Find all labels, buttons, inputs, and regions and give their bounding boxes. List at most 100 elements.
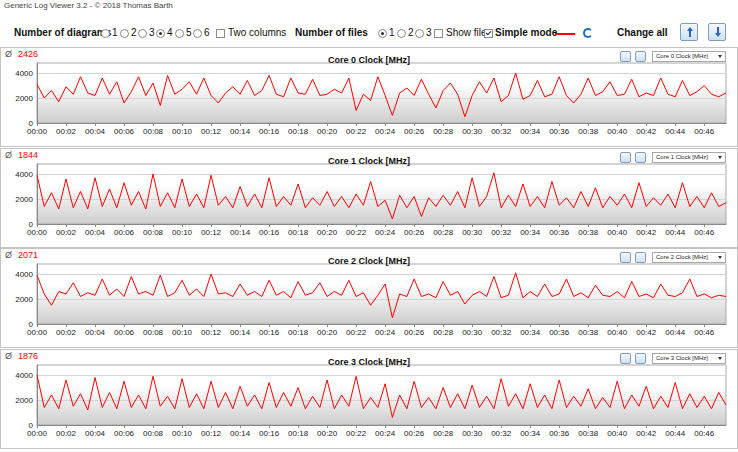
svg-text:00:16: 00:16 xyxy=(259,227,280,236)
svg-text:00:14: 00:14 xyxy=(230,227,251,236)
svg-text:00:20: 00:20 xyxy=(317,127,338,136)
svg-text:2000: 2000 xyxy=(15,395,33,404)
svg-text:Core 1 Clock [MHz]: Core 1 Clock [MHz] xyxy=(328,155,410,165)
svg-text:00:36: 00:36 xyxy=(549,428,570,437)
svg-text:00:12: 00:12 xyxy=(201,127,222,136)
svg-text:00:40: 00:40 xyxy=(607,127,628,136)
svg-text:00:04: 00:04 xyxy=(85,227,106,236)
svg-text:00:18: 00:18 xyxy=(288,127,309,136)
svg-text:00:40: 00:40 xyxy=(607,428,628,437)
svg-text:00:32: 00:32 xyxy=(491,127,512,136)
svg-text:00:30: 00:30 xyxy=(462,227,483,236)
svg-text:00:08: 00:08 xyxy=(143,428,164,437)
svg-text:Core 3 Clock [MHz]: Core 3 Clock [MHz] xyxy=(328,356,410,366)
svg-text:00:00: 00:00 xyxy=(27,227,48,236)
svg-text:00:10: 00:10 xyxy=(172,328,193,337)
svg-text:Core 0 Clock [MHz]: Core 0 Clock [MHz] xyxy=(328,55,410,65)
svg-text:00:06: 00:06 xyxy=(114,328,135,337)
svg-text:00:32: 00:32 xyxy=(491,227,512,236)
svg-text:4000: 4000 xyxy=(15,270,33,279)
svg-text:00:32: 00:32 xyxy=(491,428,512,437)
svg-text:00:46: 00:46 xyxy=(694,227,715,236)
svg-text:00:26: 00:26 xyxy=(404,328,425,337)
svg-text:00:02: 00:02 xyxy=(56,328,77,337)
svg-text:00:44: 00:44 xyxy=(665,127,686,136)
svg-text:00:30: 00:30 xyxy=(462,328,483,337)
svg-text:00:32: 00:32 xyxy=(491,328,512,337)
svg-text:00:46: 00:46 xyxy=(694,328,715,337)
svg-text:00:00: 00:00 xyxy=(27,328,48,337)
svg-text:00:06: 00:06 xyxy=(114,428,135,437)
svg-text:2000: 2000 xyxy=(15,295,33,304)
svg-text:00:36: 00:36 xyxy=(549,328,570,337)
svg-text:00:10: 00:10 xyxy=(172,227,193,236)
svg-text:2000: 2000 xyxy=(15,194,33,203)
svg-text:00:14: 00:14 xyxy=(230,127,251,136)
svg-text:00:24: 00:24 xyxy=(375,227,396,236)
svg-text:00:42: 00:42 xyxy=(636,227,657,236)
svg-text:Core 2 Clock [MHz]: Core 2 Clock [MHz] xyxy=(328,256,410,266)
svg-text:00:24: 00:24 xyxy=(375,428,396,437)
svg-text:00:44: 00:44 xyxy=(665,328,686,337)
svg-text:00:36: 00:36 xyxy=(549,227,570,236)
svg-text:00:44: 00:44 xyxy=(665,227,686,236)
svg-text:00:08: 00:08 xyxy=(143,227,164,236)
svg-text:00:18: 00:18 xyxy=(288,328,309,337)
svg-text:00:46: 00:46 xyxy=(694,428,715,437)
svg-text:00:20: 00:20 xyxy=(317,227,338,236)
svg-text:00:08: 00:08 xyxy=(143,328,164,337)
svg-text:00:28: 00:28 xyxy=(433,328,454,337)
svg-text:00:42: 00:42 xyxy=(636,328,657,337)
svg-text:4000: 4000 xyxy=(15,370,33,379)
svg-text:00:08: 00:08 xyxy=(143,127,164,136)
svg-text:00:00: 00:00 xyxy=(27,127,48,136)
svg-text:00:10: 00:10 xyxy=(172,127,193,136)
svg-text:00:28: 00:28 xyxy=(433,227,454,236)
svg-text:00:10: 00:10 xyxy=(172,428,193,437)
svg-text:00:34: 00:34 xyxy=(520,428,541,437)
svg-text:00:00: 00:00 xyxy=(27,428,48,437)
svg-text:00:34: 00:34 xyxy=(520,127,541,136)
svg-text:4000: 4000 xyxy=(15,69,33,78)
svg-text:00:30: 00:30 xyxy=(462,127,483,136)
svg-text:00:04: 00:04 xyxy=(85,127,106,136)
svg-text:00:26: 00:26 xyxy=(404,227,425,236)
svg-text:00:26: 00:26 xyxy=(404,127,425,136)
svg-text:00:24: 00:24 xyxy=(375,127,396,136)
svg-text:00:44: 00:44 xyxy=(665,428,686,437)
svg-text:00:46: 00:46 xyxy=(694,127,715,136)
svg-text:00:24: 00:24 xyxy=(375,328,396,337)
svg-text:00:34: 00:34 xyxy=(520,328,541,337)
svg-text:00:02: 00:02 xyxy=(56,127,77,136)
svg-text:00:36: 00:36 xyxy=(549,127,570,136)
svg-text:00:28: 00:28 xyxy=(433,428,454,437)
svg-text:00:16: 00:16 xyxy=(259,127,280,136)
svg-text:00:04: 00:04 xyxy=(85,328,106,337)
svg-text:00:20: 00:20 xyxy=(317,328,338,337)
svg-text:00:38: 00:38 xyxy=(578,127,599,136)
svg-text:00:14: 00:14 xyxy=(230,328,251,337)
svg-text:00:22: 00:22 xyxy=(346,428,367,437)
svg-text:00:12: 00:12 xyxy=(201,328,222,337)
svg-text:00:42: 00:42 xyxy=(636,127,657,136)
svg-text:00:04: 00:04 xyxy=(85,428,106,437)
svg-text:00:30: 00:30 xyxy=(462,428,483,437)
svg-text:00:06: 00:06 xyxy=(114,127,135,136)
svg-text:00:40: 00:40 xyxy=(607,328,628,337)
svg-text:00:34: 00:34 xyxy=(520,227,541,236)
svg-text:00:38: 00:38 xyxy=(578,227,599,236)
svg-text:00:38: 00:38 xyxy=(578,428,599,437)
svg-text:00:20: 00:20 xyxy=(317,428,338,437)
svg-text:00:06: 00:06 xyxy=(114,227,135,236)
svg-text:00:22: 00:22 xyxy=(346,227,367,236)
svg-text:00:12: 00:12 xyxy=(201,227,222,236)
svg-text:00:16: 00:16 xyxy=(259,328,280,337)
svg-text:00:18: 00:18 xyxy=(288,227,309,236)
svg-text:00:02: 00:02 xyxy=(56,428,77,437)
svg-text:00:38: 00:38 xyxy=(578,328,599,337)
svg-text:00:22: 00:22 xyxy=(346,328,367,337)
svg-text:4000: 4000 xyxy=(15,169,33,178)
svg-text:00:12: 00:12 xyxy=(201,428,222,437)
svg-text:00:40: 00:40 xyxy=(607,227,628,236)
svg-text:00:42: 00:42 xyxy=(636,428,657,437)
